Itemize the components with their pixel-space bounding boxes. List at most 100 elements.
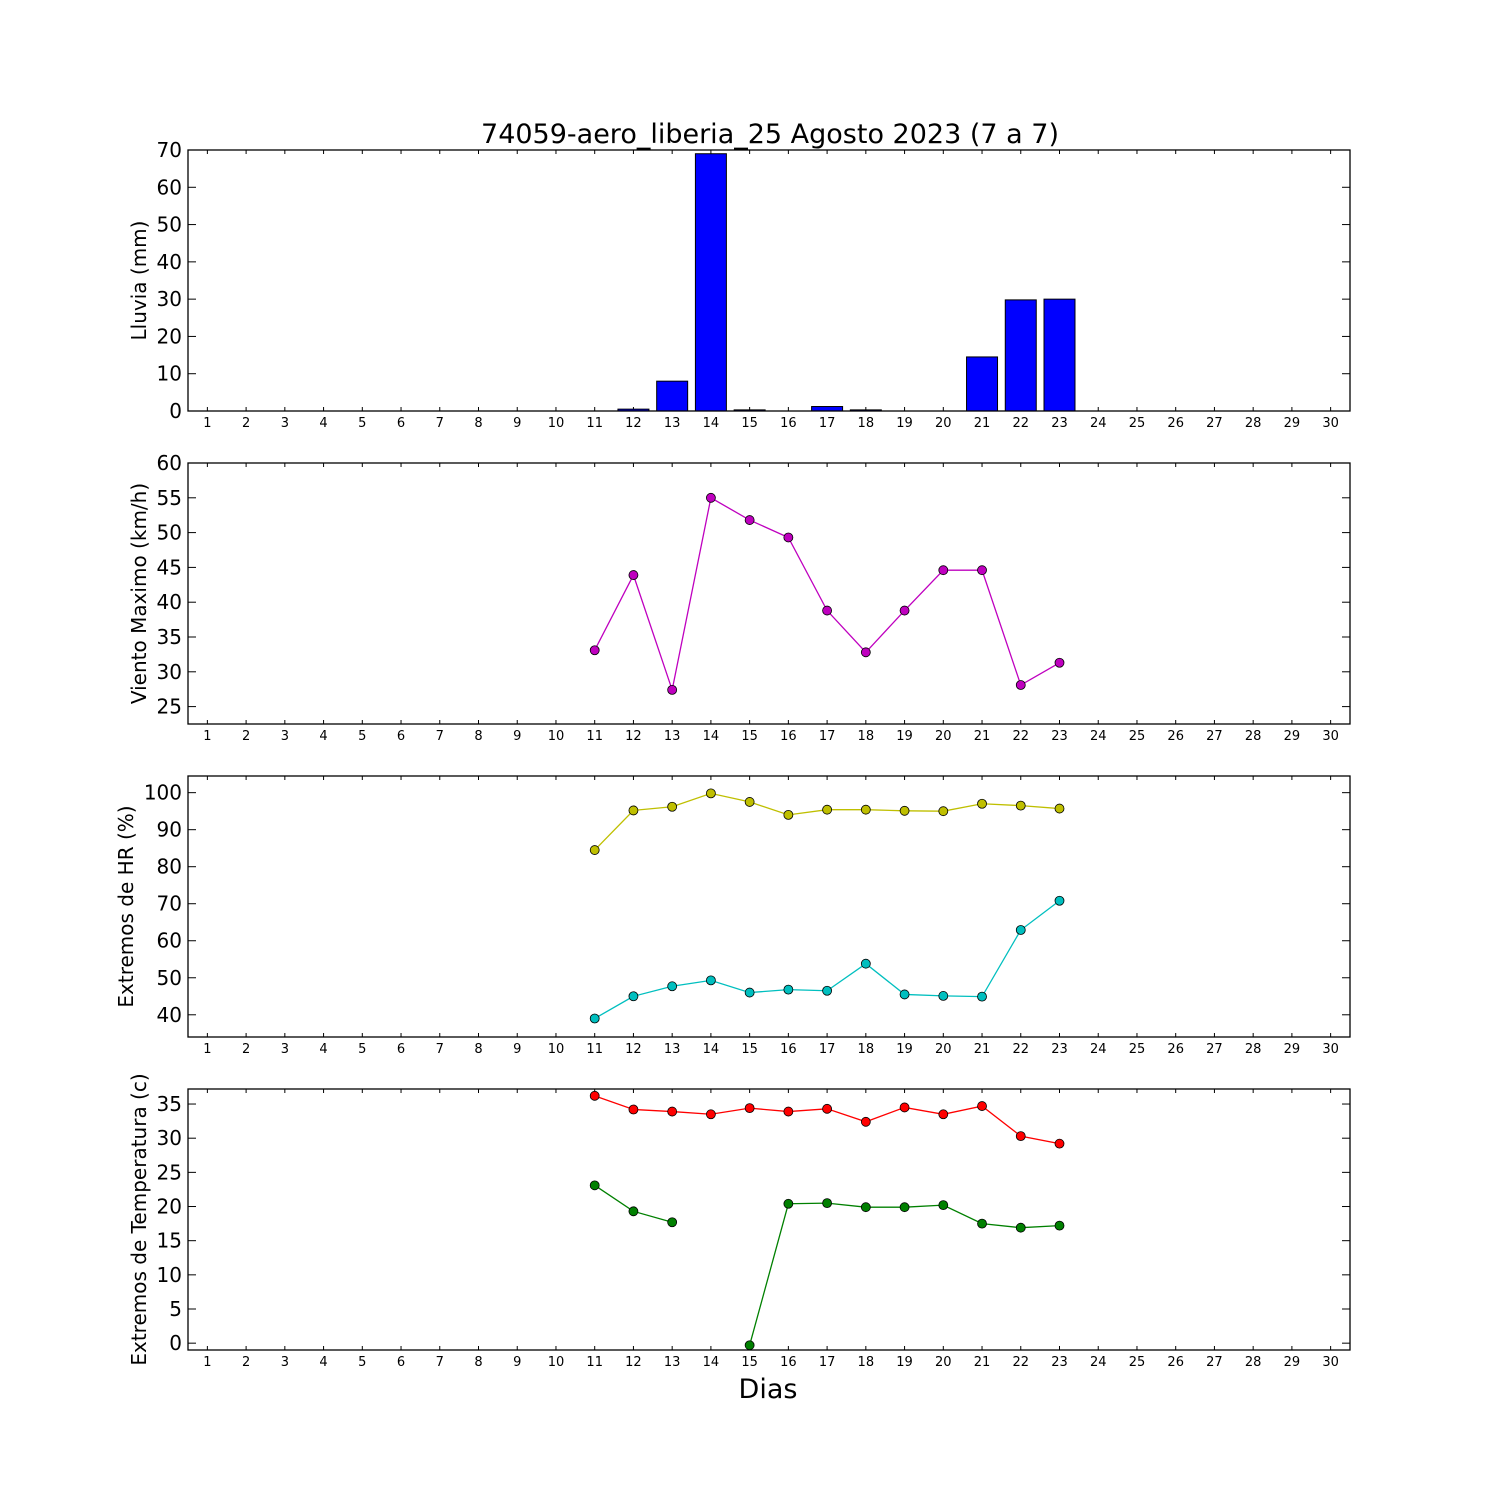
y-tick-label: 40: [157, 250, 182, 274]
bar-day-17: [811, 406, 844, 412]
x-tick-label: 2: [242, 729, 250, 744]
y-tick-label: 30: [157, 660, 182, 684]
point-series-1-day-22: [1015, 680, 1026, 690]
x-tick-label: 9: [513, 1355, 521, 1370]
point-series-2-day-15: [744, 1340, 755, 1351]
series-line-1: [594, 1095, 1060, 1145]
x-tick-label: 9: [513, 729, 521, 744]
x-tick-label: 3: [281, 1042, 289, 1057]
x-tick-label: 6: [397, 1042, 405, 1057]
point-series-1-day-11: [589, 845, 600, 855]
point-series-2-day-17: [822, 1198, 832, 1209]
point-series-2-day-14: [706, 975, 716, 986]
x-tick-label: 13: [664, 416, 681, 431]
plot-frame: [187, 775, 1351, 1038]
point-series-1-day-18: [860, 647, 871, 658]
x-tick-label: 23: [1051, 416, 1068, 431]
y-tick-label: 20: [157, 1195, 182, 1219]
bar-day-21: [966, 356, 999, 412]
x-tick-label: 1: [203, 1355, 211, 1370]
y-tick-label: 100: [144, 781, 182, 805]
point-series-2-day-17: [822, 985, 832, 996]
x-tick-label: 5: [358, 1042, 366, 1057]
x-tick-label: 21: [974, 1355, 991, 1370]
x-tick-label: 18: [858, 1355, 875, 1370]
x-tick-label: 15: [741, 729, 758, 744]
x-tick-label: 22: [1012, 1355, 1029, 1370]
x-tick-label: 19: [896, 729, 913, 744]
point-series-2-day-20: [938, 1200, 949, 1211]
x-tick-label: 21: [974, 729, 991, 744]
point-series-1-day-23: [1054, 803, 1065, 814]
x-tick-label: 29: [1284, 416, 1301, 431]
x-tick-label: 23: [1051, 1355, 1068, 1370]
plot-frame: [187, 149, 1351, 412]
x-tick-label: 2: [242, 1355, 250, 1370]
point-series-1-day-12: [628, 1104, 639, 1115]
x-tick-label: 11: [586, 1355, 603, 1370]
point-series-1-day-13: [667, 801, 678, 812]
x-tick-label: 25: [1129, 729, 1146, 744]
point-series-2-day-23: [1054, 1220, 1065, 1231]
x-tick-label: 20: [935, 1042, 952, 1057]
point-series-1-day-15: [744, 1103, 755, 1114]
x-tick-label: 6: [397, 416, 405, 431]
point-series-2-day-23: [1054, 895, 1065, 906]
x-axis-label: Dias: [739, 1374, 798, 1405]
x-tick-label: 4: [319, 729, 327, 744]
x-tick-label: 6: [397, 729, 405, 744]
point-series-2-day-21: [977, 1218, 987, 1229]
x-tick-label: 1: [203, 1042, 211, 1057]
x-tick-label: 10: [548, 1042, 565, 1057]
point-series-1-day-21: [977, 798, 987, 809]
series-line-2: [594, 1184, 673, 1223]
point-series-1-day-23: [1054, 1138, 1065, 1149]
x-tick-label: 10: [548, 1355, 565, 1370]
y-tick-label: 10: [157, 1263, 182, 1287]
point-series-1-day-12: [628, 805, 639, 816]
bar-day-23: [1043, 298, 1076, 412]
x-tick-label: 3: [281, 416, 289, 431]
point-series-1-day-15: [744, 515, 755, 525]
y-tick-label: 35: [157, 625, 182, 649]
y-tick-label: 30: [157, 1126, 182, 1150]
point-series-1-day-16: [783, 1106, 794, 1117]
x-tick-label: 26: [1167, 416, 1184, 431]
point-series-1-day-23: [1054, 657, 1065, 668]
point-series-1-day-12: [628, 570, 639, 580]
x-tick-label: 14: [703, 416, 720, 431]
y-tick-label: 70: [157, 138, 182, 162]
x-tick-label: 15: [741, 1042, 758, 1057]
x-tick-label: 9: [513, 1042, 521, 1057]
y-tick-label: 70: [157, 892, 182, 916]
x-tick-label: 27: [1206, 416, 1223, 431]
x-tick-label: 15: [741, 416, 758, 431]
x-tick-label: 19: [896, 416, 913, 431]
x-tick-label: 24: [1090, 1355, 1107, 1370]
series-line-2: [749, 1202, 1060, 1346]
x-tick-label: 12: [625, 416, 642, 431]
x-tick-label: 22: [1012, 416, 1029, 431]
x-tick-label: 12: [625, 1355, 642, 1370]
point-series-1-day-11: [589, 645, 600, 656]
x-tick-label: 17: [819, 729, 836, 744]
point-series-1-day-22: [1015, 1131, 1026, 1142]
point-series-1-day-21: [977, 565, 987, 576]
x-tick-label: 28: [1245, 1042, 1262, 1057]
x-tick-label: 14: [703, 1042, 720, 1057]
point-series-1-day-18: [860, 804, 871, 815]
x-tick-label: 24: [1090, 1042, 1107, 1057]
x-tick-label: 8: [474, 1042, 482, 1057]
x-tick-label: 29: [1284, 729, 1301, 744]
point-series-2-day-22: [1015, 925, 1026, 935]
series-line-2: [594, 900, 1060, 1020]
y-axis-label: Viento Maximo (km/h): [127, 483, 151, 704]
x-tick-label: 3: [281, 1355, 289, 1370]
x-tick-label: 26: [1167, 1355, 1184, 1370]
x-tick-label: 7: [436, 729, 444, 744]
x-tick-label: 5: [358, 1355, 366, 1370]
x-tick-label: 2: [242, 416, 250, 431]
